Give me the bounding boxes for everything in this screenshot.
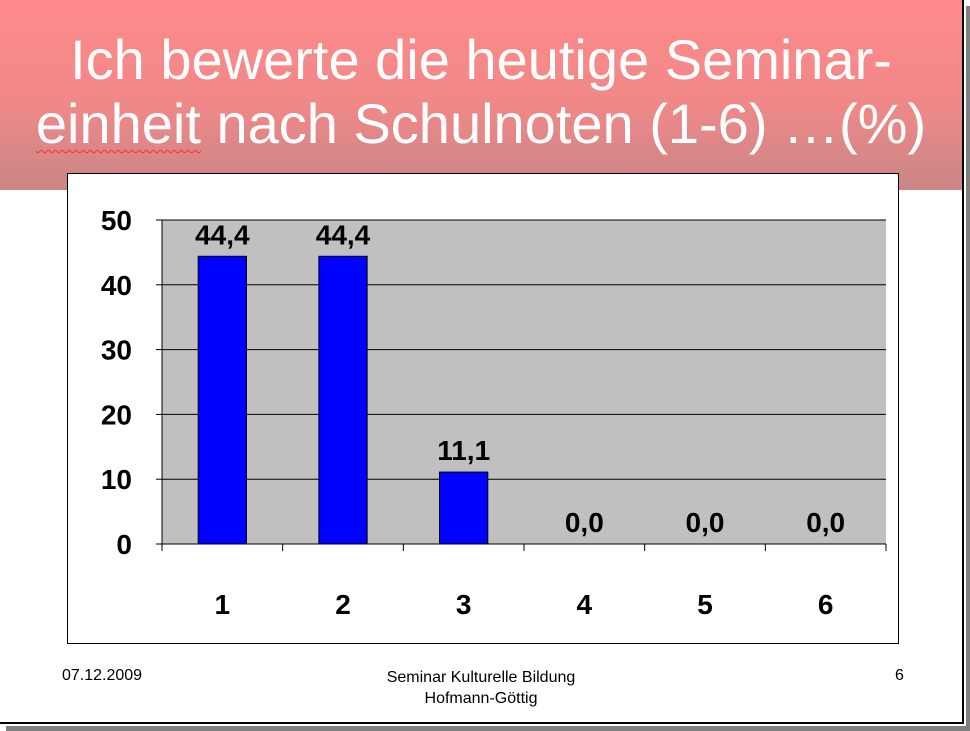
x-category-label: 2: [335, 589, 351, 620]
data-label: 44,4: [316, 219, 371, 250]
footer-center: Seminar Kulturelle Bildung Hofmann-Götti…: [0, 667, 962, 709]
x-category-label: 1: [215, 589, 231, 620]
x-category-label: 5: [697, 589, 713, 620]
data-label: 0,0: [565, 507, 604, 538]
plot-area: [162, 220, 886, 544]
slide-title: Ich bewerte die heutige Seminar- einheit…: [0, 28, 962, 156]
title-band: [0, 0, 962, 190]
y-tick-label: 50: [101, 205, 132, 236]
title-line-1: Ich bewerte die heutige Seminar-: [70, 28, 892, 91]
title-word-einheit: einheit: [35, 92, 201, 155]
slide-shadow-right: [966, 6, 970, 731]
footer-center-line-1: Seminar Kulturelle Bildung: [386, 669, 576, 686]
chart-container: 0 10 20 30 40 50 44,4 1 44,4 2 11,1 3 0,0 4 0,0 5 0,0 6: [67, 173, 899, 644]
bar: [197, 255, 247, 545]
data-label: 44,4: [195, 219, 250, 250]
bar: [318, 255, 368, 545]
y-tick-label: 20: [101, 399, 132, 430]
slide-shadow-bottom: [6, 726, 970, 731]
y-tick-label: 0: [116, 529, 132, 560]
data-label: 11,1: [437, 435, 490, 466]
y-tick-label: 40: [101, 270, 132, 301]
bar: [439, 471, 489, 545]
x-category-label: 6: [818, 589, 834, 620]
title-line-2: einheit nach Schulnoten (1-6) …(%): [0, 92, 962, 156]
y-tick-label: 30: [101, 335, 132, 366]
footer-center-line-2: Hofmann-Göttig: [424, 690, 538, 707]
footer-page-number: 6: [895, 667, 904, 684]
x-category-label: 4: [577, 589, 593, 620]
data-label: 0,0: [806, 507, 845, 538]
footer-date: 07.12.2009: [62, 667, 143, 684]
y-tick-label: 10: [101, 464, 132, 495]
title-line-2-rest: nach Schulnoten (1-6) …(%): [200, 92, 927, 155]
data-label: 0,0: [686, 507, 725, 538]
x-category-label: 3: [456, 589, 472, 620]
bar-chart: 0 10 20 30 40 50 44,4 1 44,4 2 11,1 3 0,0 4 0,0 5 0,0 6: [101, 205, 887, 620]
